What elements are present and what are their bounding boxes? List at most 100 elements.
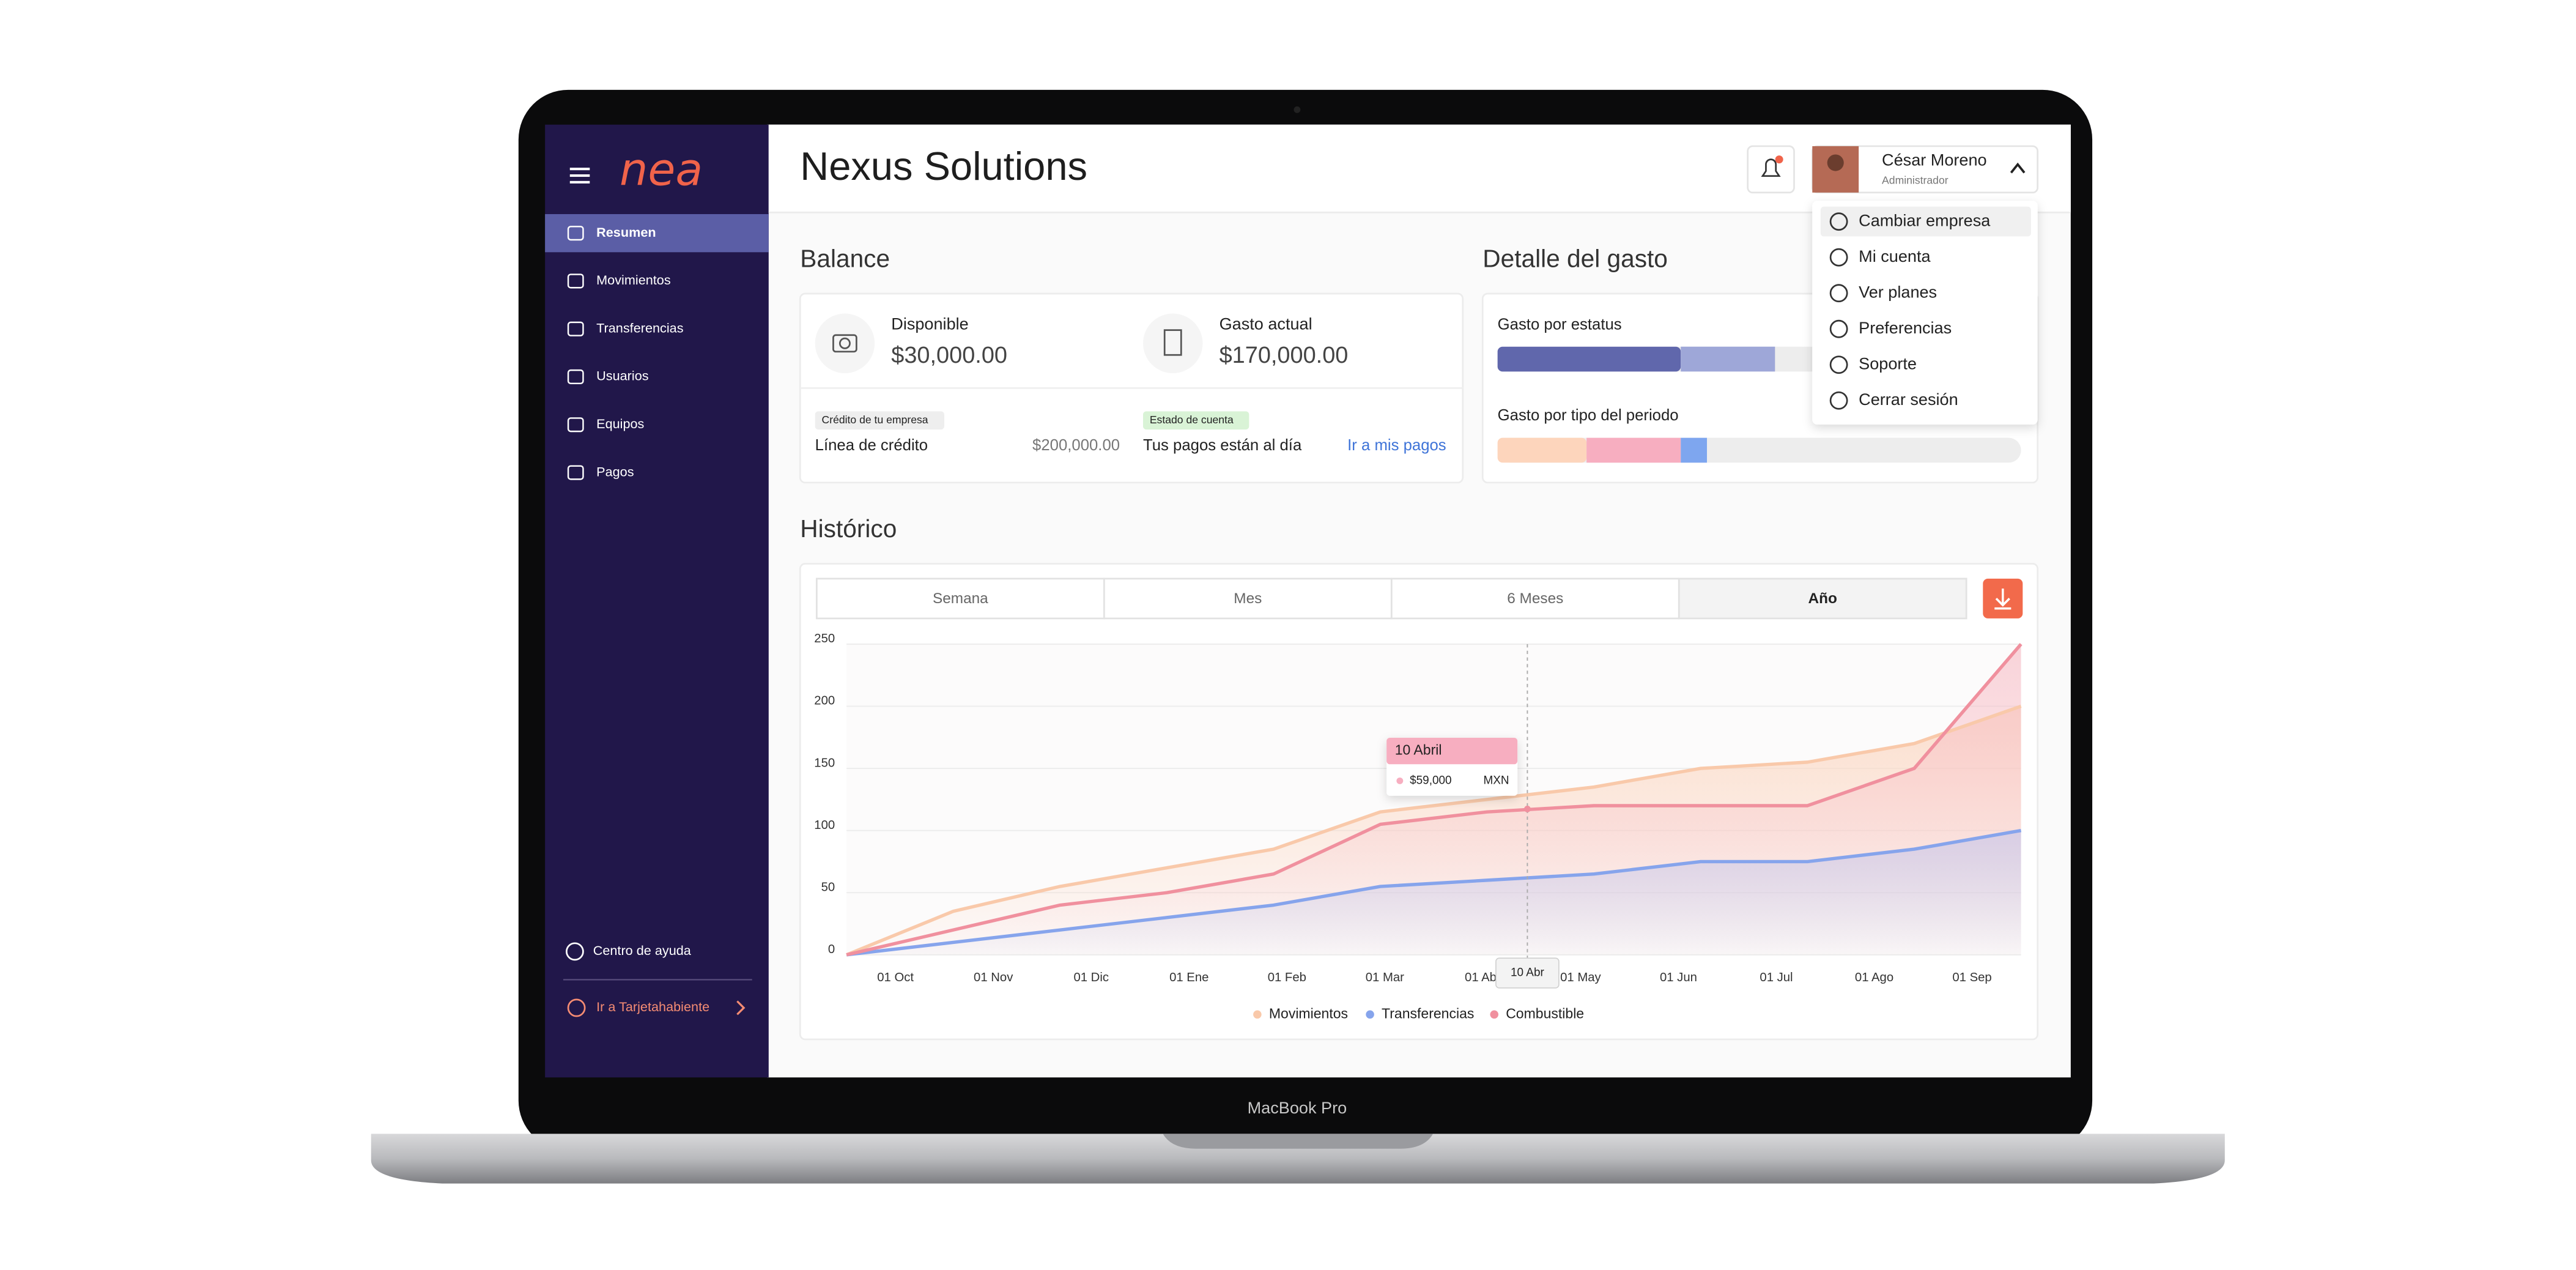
bar-label: Gasto por tipo del periodo	[1498, 407, 1679, 424]
tooltip-currency: MXN	[1483, 774, 1509, 787]
hamburger[interactable]	[569, 168, 590, 184]
tooltip-swatch	[1396, 777, 1404, 784]
tab-label: Año	[1808, 590, 1837, 607]
menu-item[interactable]: Resumen	[596, 225, 656, 240]
bar-segment	[1681, 346, 1775, 372]
tab-label: Semana	[933, 590, 988, 607]
legend-label[interactable]: Movimientos	[1269, 1005, 1348, 1021]
x-tick-label: 01 Dic	[1073, 971, 1109, 984]
notification-dot	[1775, 155, 1783, 164]
menu-item[interactable]: Transferencias	[596, 320, 684, 335]
menu-highlight	[1820, 206, 2031, 237]
menu-icon	[567, 273, 584, 289]
x-tick-label: 01 Feb	[1268, 971, 1306, 984]
menu-icon	[1829, 319, 1848, 338]
page-title: Nexus Solutions	[800, 144, 1087, 188]
tooltip-amount: $59,000	[1410, 774, 1452, 787]
section-title: Histórico	[800, 514, 897, 543]
y-tick-label: 200	[814, 694, 835, 708]
laptop-notch	[1163, 1134, 1434, 1149]
statement-label: Tus pagos están al día	[1143, 437, 1302, 454]
section-title: Detalle del gasto	[1482, 245, 1668, 273]
menu-item[interactable]: Movimientos	[596, 272, 671, 288]
notifications-button[interactable]	[1747, 145, 1795, 194]
credit-amount: $200,000.00	[1032, 437, 1120, 454]
user-name: César Moreno	[1882, 150, 1987, 169]
sidebar-menu: Resumen Movimientos Transferencias Usuarios…	[545, 214, 769, 480]
x-tick-label: 01 Ago	[1855, 971, 1893, 984]
menu-item[interactable]: Mi cuenta	[1859, 247, 1931, 266]
area	[846, 644, 2021, 955]
tab-label: 6 Meses	[1507, 590, 1563, 607]
available-label: Disponible	[891, 314, 968, 333]
tab[interactable]	[1678, 577, 1967, 620]
menu-item[interactable]: Cerrar sesión	[1859, 390, 1958, 409]
chevron	[736, 1000, 746, 1016]
menu-icon	[567, 321, 584, 336]
line	[846, 643, 2023, 957]
receipt-icon	[1163, 329, 1182, 356]
x-tick-label: 01 Nov	[974, 971, 1013, 984]
hover-point	[1523, 805, 1531, 812]
available-amount: $30,000.00	[891, 343, 1007, 368]
menu-item[interactable]: Preferencias	[1859, 318, 1952, 337]
spent-amount: $170,000.00	[1220, 343, 1349, 368]
download-icon	[1994, 589, 2012, 610]
x-hover-label	[1495, 957, 1560, 989]
tab[interactable]	[1390, 577, 1680, 620]
legend-swatch	[1366, 1010, 1374, 1019]
x-tick-label: 01 Mar	[1366, 971, 1404, 984]
device-label: MacBook Pro	[1248, 1098, 1347, 1117]
badge	[815, 411, 944, 430]
menu-item[interactable]: Soporte	[1859, 354, 1917, 373]
spent-label: Gasto actual	[1220, 314, 1312, 333]
menu-item[interactable]: Usuarios	[596, 368, 649, 384]
menu-icon	[1829, 248, 1848, 267]
tooltip-header	[1386, 737, 1518, 765]
tab[interactable]	[1103, 577, 1393, 620]
bar-segment	[1586, 437, 1681, 463]
menu-item[interactable]: Pagos	[596, 464, 634, 479]
menu-item[interactable]: Equipos	[596, 416, 644, 431]
line	[846, 704, 2022, 957]
camera-icon-lens	[838, 337, 851, 349]
chart: 0 50 100 150 200 250 01 Oct 01 Nov 01 Dic 01 Ene 0…	[814, 632, 2023, 1021]
bar-segment	[1497, 437, 1587, 463]
legend-swatch	[1490, 1010, 1499, 1019]
y-tick-label: 150	[814, 756, 835, 770]
y-tick-label: 0	[828, 943, 835, 956]
user-menu-items: Cambiar empresa Mi cuenta Ver planes Prefer…	[1820, 206, 2031, 410]
bar-label: Gasto por estatus	[1498, 316, 1622, 333]
menu-item[interactable]: Cambiar empresa	[1859, 210, 1991, 229]
legend-label[interactable]: Combustible	[1506, 1005, 1584, 1021]
icon-circle	[1142, 313, 1203, 374]
menu-highlight	[545, 214, 769, 253]
menu-icon	[1829, 284, 1848, 303]
y-tick-label: 50	[821, 880, 835, 894]
x-tick-label: 01 May	[1560, 971, 1601, 984]
legend-label[interactable]: Transferencias	[1382, 1005, 1474, 1021]
hamburger-bar	[569, 168, 590, 171]
help-link[interactable]: Centro de ayuda	[593, 943, 692, 958]
tab[interactable]	[816, 577, 1105, 620]
camera	[1294, 106, 1301, 113]
spending-bars	[1497, 346, 2021, 463]
x-tick-label: 01 Jun	[1660, 971, 1697, 984]
cardholder-icon	[567, 998, 586, 1017]
legend-swatch	[1253, 1010, 1262, 1019]
x-tick-label: 01 Abr	[1465, 971, 1501, 984]
menu-item[interactable]: Ver planes	[1859, 282, 1937, 301]
cardholder-link[interactable]: Ir a Tarjetahabiente	[596, 999, 709, 1014]
hamburger-bar	[569, 180, 590, 184]
chevron-up	[2010, 162, 2026, 174]
badge-text: Estado de cuenta	[1150, 414, 1234, 426]
menu-icon	[567, 369, 584, 385]
bell-icon	[1761, 158, 1781, 177]
camera-icon	[832, 334, 857, 353]
y-tick-label: 250	[814, 632, 835, 645]
avatar-head	[1827, 154, 1844, 171]
tabs: Semana Mes 6 Meses Año	[816, 577, 1967, 620]
menu-icon	[1829, 355, 1848, 374]
statement-link[interactable]: Ir a mis pagos	[1347, 437, 1446, 454]
